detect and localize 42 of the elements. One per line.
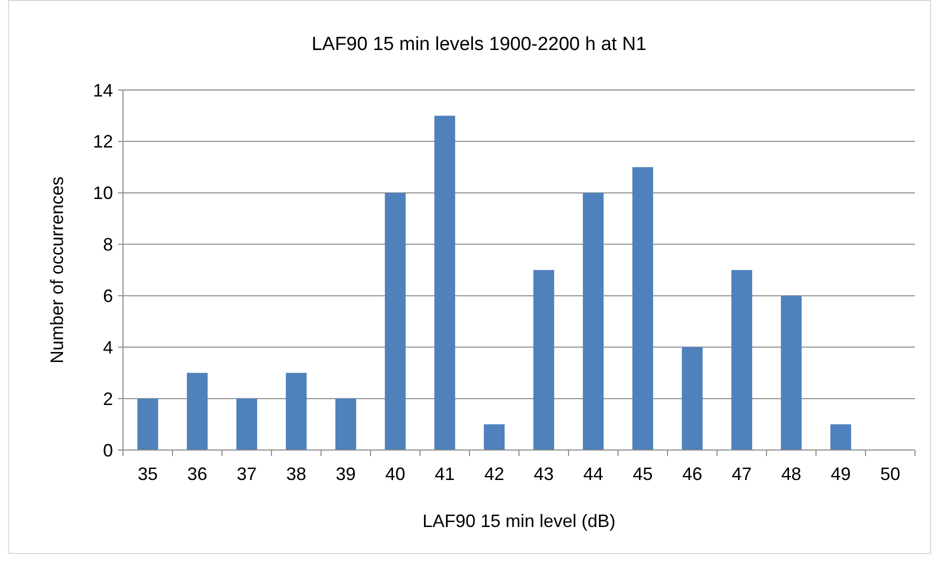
y-tick-label: 6 bbox=[102, 286, 113, 306]
y-tick-label: 2 bbox=[102, 388, 113, 409]
bar bbox=[286, 372, 307, 450]
x-tick-label: 49 bbox=[830, 464, 851, 484]
bar bbox=[731, 270, 752, 450]
bar bbox=[335, 398, 356, 450]
bar bbox=[533, 270, 554, 450]
bar bbox=[632, 167, 654, 450]
bar bbox=[137, 398, 158, 450]
x-tick-label: 46 bbox=[682, 464, 702, 484]
x-tick-label: 38 bbox=[286, 464, 306, 484]
bar bbox=[682, 347, 703, 450]
x-tick-label: 43 bbox=[534, 464, 554, 484]
bar bbox=[434, 116, 456, 450]
x-tick-label: 47 bbox=[732, 464, 752, 484]
x-tick-label: 50 bbox=[880, 464, 900, 484]
bar bbox=[384, 192, 406, 450]
bar bbox=[582, 192, 604, 450]
x-tick-label: 40 bbox=[385, 464, 406, 484]
x-axis-title: LAF90 15 min level (dB) bbox=[422, 511, 616, 531]
x-tick-label: 44 bbox=[583, 464, 604, 484]
bar bbox=[186, 372, 208, 450]
y-tick-label: 8 bbox=[102, 234, 113, 255]
y-tick-label: 4 bbox=[102, 337, 113, 358]
y-tick-label: 10 bbox=[92, 183, 113, 204]
bar bbox=[484, 424, 505, 450]
y-tick-label: 14 bbox=[92, 80, 113, 100]
x-tick-label: 35 bbox=[138, 464, 158, 484]
x-tick-label: 37 bbox=[236, 464, 257, 484]
x-tick-label: 45 bbox=[632, 464, 653, 484]
y-tick-label: 12 bbox=[92, 132, 113, 152]
y-tick-label: 0 bbox=[102, 440, 113, 460]
bar bbox=[830, 424, 852, 450]
chart-title: LAF90 15 min levels 1900-2200 h at N1 bbox=[312, 34, 646, 55]
x-tick-label: 41 bbox=[434, 464, 455, 484]
x-tick-label: 39 bbox=[336, 464, 356, 484]
x-tick-label: 36 bbox=[187, 464, 208, 484]
bar bbox=[236, 398, 258, 450]
y-axis-title: Number of occurrences bbox=[47, 176, 67, 364]
bar bbox=[780, 296, 802, 450]
x-tick-label: 42 bbox=[484, 464, 504, 484]
x-tick-label: 48 bbox=[781, 464, 802, 484]
